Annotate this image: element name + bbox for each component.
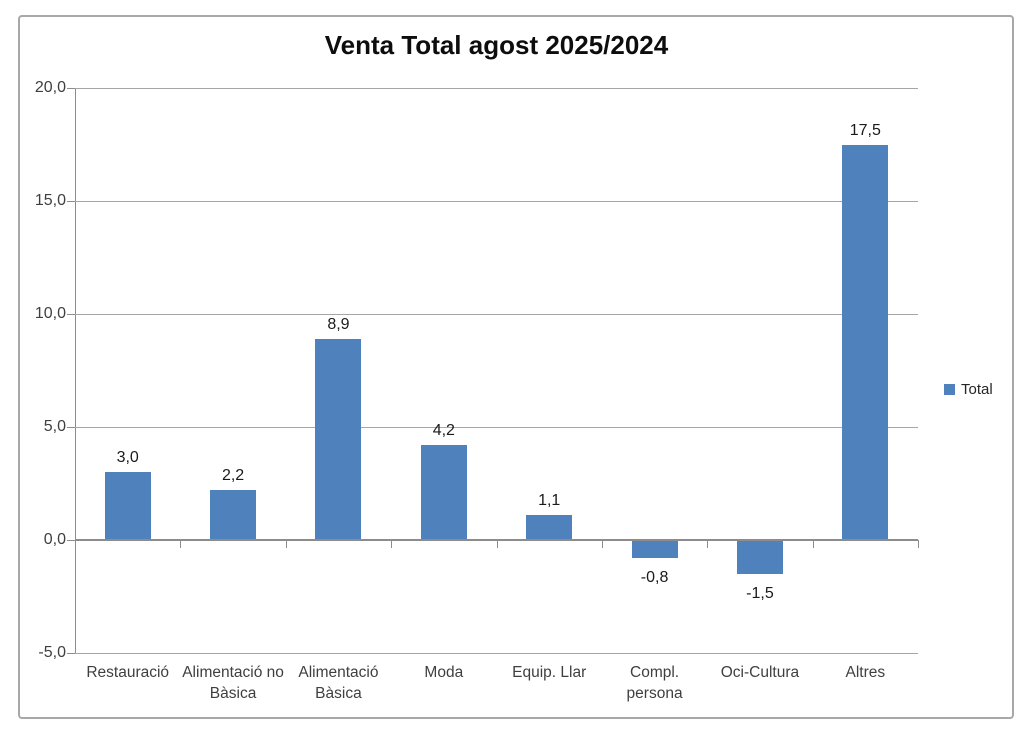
x-axis-category-label: Alimentació Bàsica: [298, 664, 379, 702]
y-tick-label: 0,0: [43, 531, 66, 548]
x-axis-tick: [918, 540, 919, 548]
y-axis-tick: [67, 314, 75, 315]
y-tick-label: 10,0: [34, 305, 66, 322]
x-axis-category-label: Restauració: [86, 664, 170, 681]
x-axis-tick: [75, 540, 76, 548]
x-axis-category-label: Oci-Cultura: [720, 664, 800, 681]
x-axis-tick: [812, 540, 814, 548]
gridline: [75, 314, 918, 315]
x-axis-category-label: Altres: [845, 664, 886, 681]
x-axis-category-label: Compl. persona: [626, 664, 683, 702]
x-axis-tick: [496, 540, 498, 548]
x-axis-tick: [391, 540, 393, 548]
y-axis-tick: [67, 427, 75, 428]
bar-value-label: 17,5: [849, 121, 881, 139]
chart-title: Venta Total agost 2025/2024: [324, 30, 669, 60]
gridline: [75, 88, 918, 89]
bar-value-label: 3,0: [116, 449, 139, 467]
plot-area: [75, 88, 918, 654]
x-axis-tick: [707, 540, 709, 548]
y-axis-line: [75, 88, 76, 654]
bar-value-label: -1,5: [746, 584, 774, 602]
x-axis-tick: [180, 540, 182, 548]
gridline: [75, 201, 918, 202]
y-tick-label: 20,0: [34, 79, 66, 96]
bar-value-label: 1,1: [538, 492, 561, 510]
gridline: [75, 653, 918, 654]
bar-value-label: 2,2: [221, 467, 245, 485]
bar: [210, 490, 257, 540]
y-axis-tick: [67, 88, 75, 89]
x-axis-category-label: Moda: [424, 664, 464, 681]
bar-value-label: -0,8: [640, 569, 669, 587]
bar: [420, 445, 467, 540]
legend-series-label: Total: [961, 381, 993, 398]
bar: [842, 144, 889, 540]
legend: Total: [944, 382, 993, 397]
bar: [315, 338, 362, 540]
y-tick-label: 15,0: [34, 192, 66, 209]
bar-value-label: 8,9: [327, 315, 350, 333]
y-axis-tick: [67, 540, 75, 541]
bar: [104, 472, 151, 540]
x-axis-category-label: Equip. Llar: [512, 664, 587, 681]
x-axis-tick: [601, 540, 603, 548]
y-axis-tick: [67, 653, 75, 654]
bar-value-label: 4,2: [432, 422, 455, 440]
y-axis-tick: [67, 201, 75, 202]
x-axis-category-label: Alimentació no Bàsica: [182, 664, 284, 702]
bar: [631, 540, 678, 559]
x-axis-tick: [285, 540, 287, 548]
legend-color-swatch-icon: [944, 384, 955, 395]
y-tick-label: -5,0: [38, 644, 66, 661]
y-tick-label: 5,0: [43, 418, 66, 435]
bar: [736, 540, 783, 574]
bar: [526, 515, 573, 540]
gridline: [75, 427, 918, 428]
